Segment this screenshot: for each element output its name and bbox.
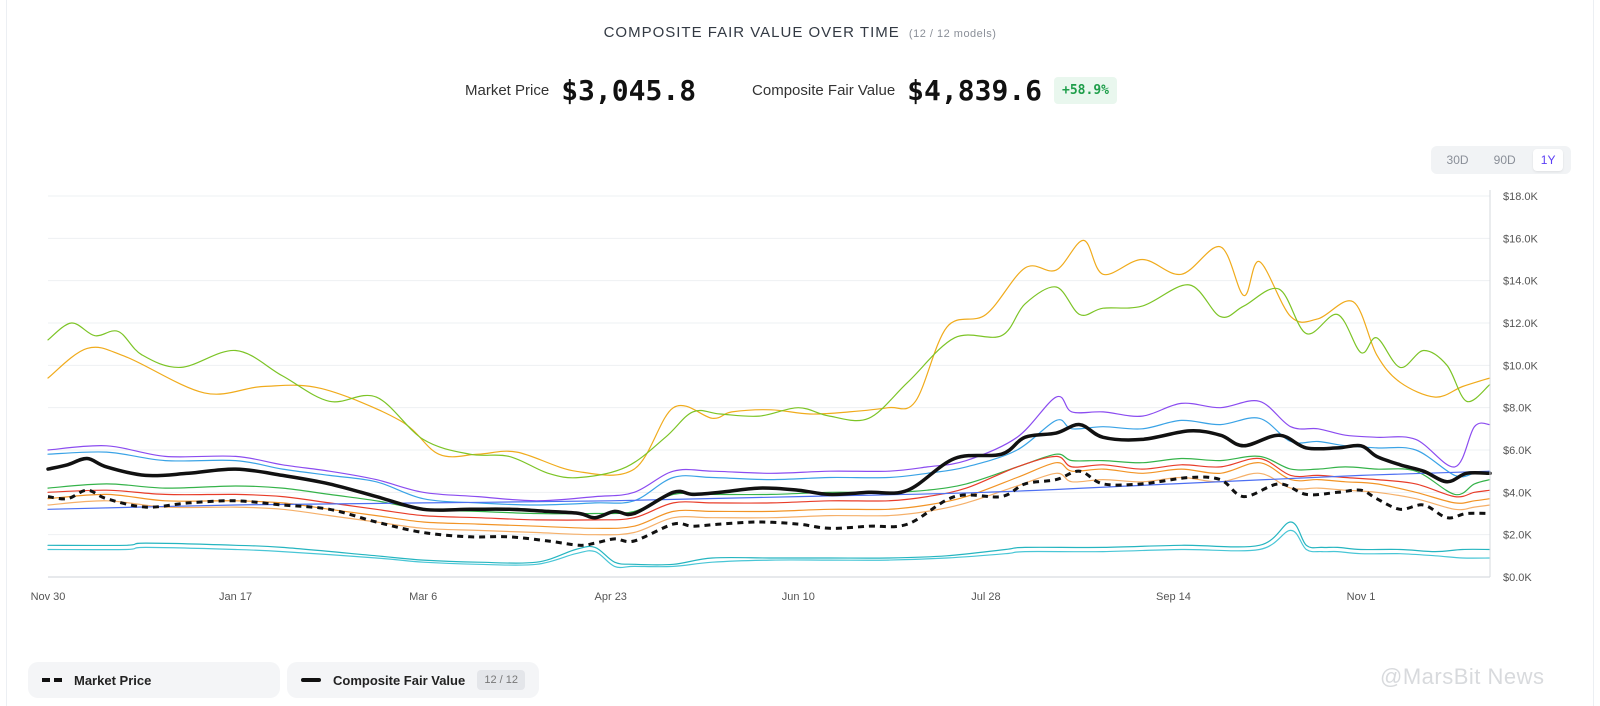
dashed-line-swatch xyxy=(42,678,62,682)
x-tick-label: Apr 23 xyxy=(595,591,627,603)
premium-badge: +58.9% xyxy=(1054,76,1117,104)
series-line-red xyxy=(47,455,1491,521)
series-line-orange-high xyxy=(47,239,1491,476)
series-line-teal xyxy=(47,521,1491,566)
series-line-green xyxy=(47,453,1491,515)
legend-composite-label: Composite Fair Value xyxy=(333,672,466,688)
summary-stats: Market Price $3,045.8 Composite Fair Val… xyxy=(465,70,1117,110)
legend-market-price[interactable]: Market Price xyxy=(28,662,280,698)
series-line-cyan xyxy=(47,529,1491,569)
y-tick-label: $10.0K xyxy=(1503,360,1539,372)
chart-series xyxy=(46,239,1492,569)
y-tick-label: $4.0K xyxy=(1503,487,1532,499)
y-axis: $0.0K $2.0K $4.0K $6.0K $8.0K $10.0K $12.0K $14… xyxy=(1489,190,1539,584)
x-tick-label: Nov 1 xyxy=(1347,591,1376,603)
chart-title: COMPOSITE FAIR VALUE OVER TIME (12 / 12 … xyxy=(0,24,1600,41)
y-tick-label: $6.0K xyxy=(1503,445,1532,457)
legend-market-price-label: Market Price xyxy=(74,672,152,688)
y-tick-label: $18.0K xyxy=(1503,191,1539,203)
range-1y-button[interactable]: 1Y xyxy=(1532,149,1564,171)
y-tick-label: $14.0K xyxy=(1503,276,1539,288)
range-30d-button[interactable]: 30D xyxy=(1446,153,1469,167)
chart-model-count: (12 / 12 models) xyxy=(908,28,997,40)
market-price-value: $3,045.8 xyxy=(561,73,697,107)
chart-title-text: COMPOSITE FAIR VALUE OVER TIME xyxy=(603,24,900,41)
y-tick-label: $16.0K xyxy=(1503,233,1539,245)
legend-model-count-badge: 12 / 12 xyxy=(477,670,525,690)
solid-line-swatch xyxy=(301,678,321,682)
x-tick-label: Mar 6 xyxy=(409,591,437,603)
x-tick-label: Jan 17 xyxy=(219,591,252,603)
series-line-composite xyxy=(46,422,1492,520)
series-line-amber xyxy=(47,472,1491,536)
x-tick-label: Jul 28 xyxy=(971,591,1000,603)
composite-fair-value-label: Composite Fair Value xyxy=(752,81,896,99)
series-line-sky xyxy=(47,417,1491,506)
y-tick-label: $2.0K xyxy=(1503,530,1532,542)
composite-fair-value-value: $4,839.6 xyxy=(907,73,1043,107)
x-tick-label: Nov 30 xyxy=(31,591,66,603)
range-90d-button[interactable]: 90D xyxy=(1493,153,1516,167)
x-axis: Nov 30 Jan 17 Mar 6 Apr 23 Jun 10 Jul 28 Sep 1… xyxy=(31,591,1376,603)
watermark: @MarsBit News xyxy=(1380,664,1545,689)
fair-value-chart: $0.0K $2.0K $4.0K $6.0K $8.0K $10.0K $12.0K $14… xyxy=(31,190,1539,603)
chart-grid xyxy=(48,195,1490,578)
market-price-label: Market Price xyxy=(465,81,550,99)
x-tick-label: Sep 14 xyxy=(1156,591,1191,603)
y-tick-label: $12.0K xyxy=(1503,318,1539,330)
y-tick-label: $8.0K xyxy=(1503,403,1532,415)
time-range-selector: 30D 90D 1Y xyxy=(1431,146,1571,174)
x-tick-label: Jun 10 xyxy=(782,591,815,603)
chart-card xyxy=(6,0,1594,706)
series-line-green-high xyxy=(47,284,1491,479)
y-tick-label: $0.0K xyxy=(1503,572,1532,584)
series-line-purple xyxy=(47,395,1491,502)
legend-composite-fair-value[interactable]: Composite Fair Value 12 / 12 xyxy=(287,662,539,698)
series-line-orange xyxy=(47,462,1491,529)
